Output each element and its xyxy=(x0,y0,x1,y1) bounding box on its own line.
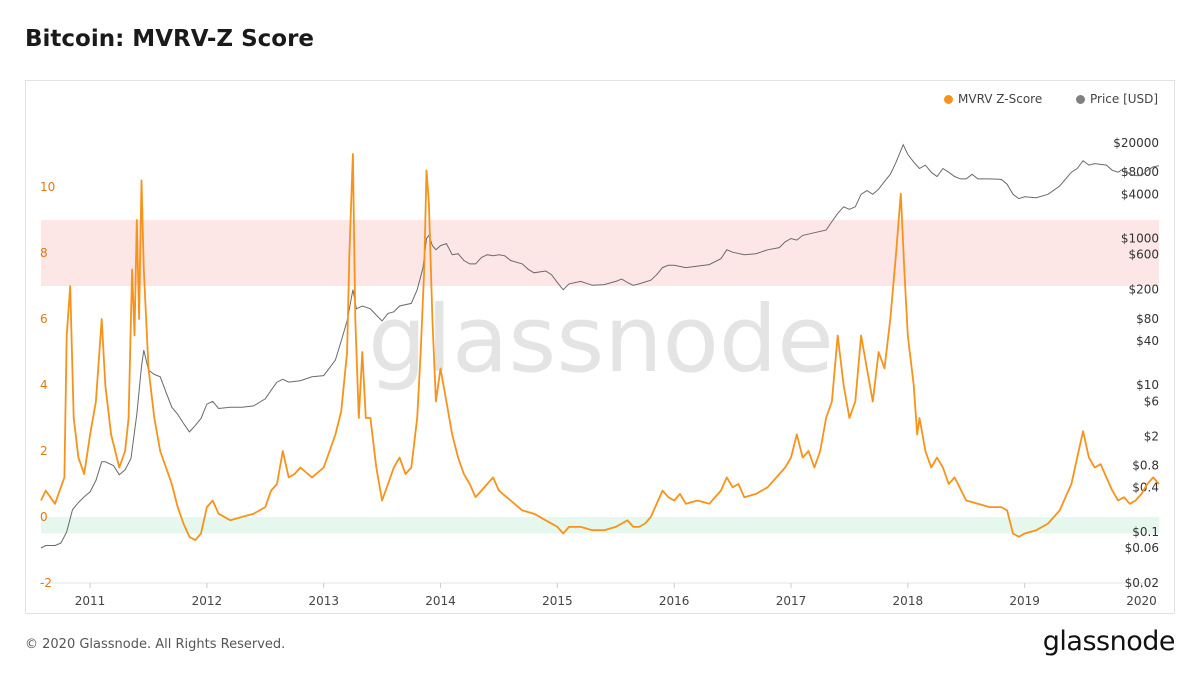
x-tick-label: 2019 xyxy=(1009,594,1040,608)
mvrv-series-line xyxy=(40,153,1160,541)
page-title: Bitcoin: MVRV-Z Score xyxy=(25,26,315,52)
x-tick-label: 2015 xyxy=(542,594,573,608)
y-right-tick-label: $4000 xyxy=(1121,187,1159,201)
y-right-tick-label: $0.1 xyxy=(1132,525,1159,539)
y-left-tick-label: 8 xyxy=(40,246,48,260)
y-right-tick-label: $600 xyxy=(1128,248,1159,262)
y-right-tick-label: $1000 xyxy=(1121,231,1159,245)
y-axis-left: -2 0 2 4 6 8 10 xyxy=(40,180,55,590)
y-left-tick-label: 0 xyxy=(40,510,48,524)
mvrv-dot-icon xyxy=(944,94,953,104)
y-right-tick-label: $0.06 xyxy=(1125,541,1159,555)
series-layer xyxy=(40,143,1160,549)
watermark: glassnode xyxy=(368,286,834,393)
x-tick-label: 2013 xyxy=(308,594,339,608)
brand-logo[interactable]: glassnode xyxy=(1042,626,1176,657)
y-right-tick-label: $6 xyxy=(1144,394,1159,408)
y-right-tick-label: $2 xyxy=(1144,429,1159,443)
y-left-tick-label: 6 xyxy=(40,312,48,326)
y-right-tick-label: $8000 xyxy=(1121,165,1159,179)
x-tick-label: 2017 xyxy=(776,594,807,608)
y-right-tick-label: $0.02 xyxy=(1125,576,1159,590)
y-right-tick-label: $0.8 xyxy=(1132,459,1159,473)
y-left-tick-label: 10 xyxy=(40,180,55,194)
green-zone-band xyxy=(41,517,1159,534)
x-tick-label: 2016 xyxy=(659,594,690,608)
y-right-tick-label: $200 xyxy=(1128,283,1159,297)
copyright: © 2020 Glassnode. All Rights Reserved. xyxy=(25,637,286,652)
y-right-tick-label: $20000 xyxy=(1113,136,1159,150)
x-tick-label: 2018 xyxy=(893,594,924,608)
y-left-tick-label: -2 xyxy=(40,576,52,590)
y-right-tick-label: $40 xyxy=(1136,334,1159,348)
y-right-tick-label: $80 xyxy=(1136,312,1159,326)
chart-panel: glassnode 2011 2012 2013 2014 2015 2016 2017 20… xyxy=(25,80,1175,614)
x-tick-label: 2014 xyxy=(425,594,456,608)
mvrv-chart: glassnode 2011 2012 2013 2014 2015 2016 2017 20… xyxy=(40,136,1160,608)
x-axis: 2011 2012 2013 2014 2015 2016 2017 2018 2019 2020 xyxy=(41,582,1159,608)
legend-label-mvrv: MVRV Z-Score xyxy=(958,92,1043,106)
y-right-tick-label: $10 xyxy=(1136,378,1159,392)
y-left-tick-label: 4 xyxy=(40,378,48,392)
price-dot-icon xyxy=(1076,94,1085,104)
legend-item-mvrv[interactable]: MVRV Z-Score xyxy=(944,92,1042,106)
zone-bands xyxy=(41,220,1159,534)
red-zone-band xyxy=(41,220,1159,286)
legend-item-price[interactable]: Price [USD] xyxy=(1076,92,1158,106)
x-tick-label: 2011 xyxy=(75,594,106,608)
x-tick-label: 2020 xyxy=(1126,594,1157,608)
legend-label-price: Price [USD] xyxy=(1090,92,1159,106)
y-left-tick-label: 2 xyxy=(40,444,48,458)
price-series-line xyxy=(40,143,1160,549)
x-tick-label: 2012 xyxy=(192,594,223,608)
